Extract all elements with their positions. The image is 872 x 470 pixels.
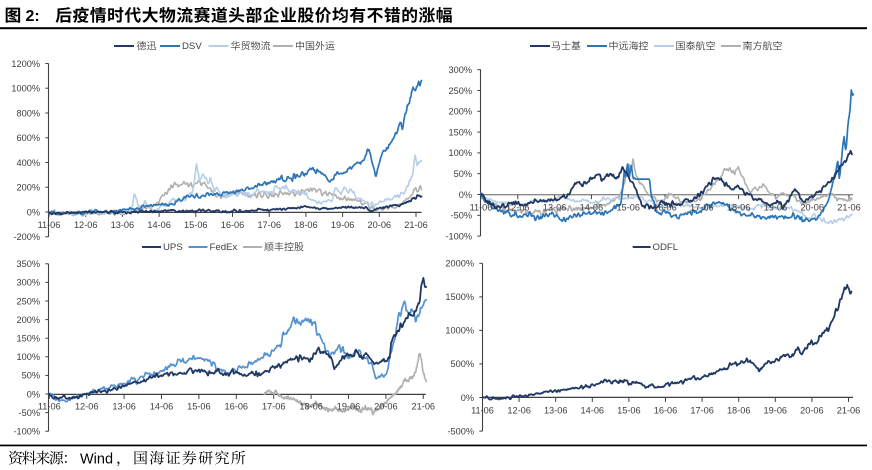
svg-text:150%: 150% bbox=[17, 334, 41, 344]
svg-text:0%: 0% bbox=[461, 393, 474, 403]
svg-text:15-06: 15-06 bbox=[184, 220, 208, 230]
svg-text:1000%: 1000% bbox=[445, 326, 474, 336]
svg-text:-500%: -500% bbox=[447, 426, 474, 436]
svg-text:300%: 300% bbox=[449, 65, 473, 75]
svg-text:0%: 0% bbox=[27, 389, 40, 399]
svg-text:UPS: UPS bbox=[163, 242, 183, 253]
svg-text:20-06: 20-06 bbox=[800, 202, 824, 212]
svg-text:21-06: 21-06 bbox=[412, 402, 436, 412]
svg-text:350%: 350% bbox=[17, 259, 41, 269]
svg-text:2000%: 2000% bbox=[445, 259, 474, 269]
svg-text:100%: 100% bbox=[17, 352, 41, 362]
svg-text:300%: 300% bbox=[17, 278, 41, 288]
svg-text:14-06: 14-06 bbox=[581, 406, 605, 416]
svg-text:18-06: 18-06 bbox=[727, 406, 751, 416]
svg-text:18-06: 18-06 bbox=[299, 402, 323, 412]
svg-text:600%: 600% bbox=[17, 133, 41, 143]
svg-text:16-06: 16-06 bbox=[221, 220, 245, 230]
svg-text:-200%: -200% bbox=[13, 232, 40, 242]
svg-text:1500%: 1500% bbox=[445, 292, 474, 302]
svg-text:19-06: 19-06 bbox=[764, 406, 788, 416]
svg-text:-50%: -50% bbox=[19, 408, 40, 418]
svg-text:11-06: 11-06 bbox=[38, 220, 61, 230]
svg-text:19-06: 19-06 bbox=[764, 202, 788, 212]
svg-text:17-06: 17-06 bbox=[690, 406, 714, 416]
svg-text:11-06: 11-06 bbox=[471, 406, 494, 416]
svg-text:20-06: 20-06 bbox=[374, 402, 398, 412]
svg-text:19-06: 19-06 bbox=[331, 220, 355, 230]
svg-text:17-06: 17-06 bbox=[257, 220, 281, 230]
svg-text:11-06: 11-06 bbox=[38, 402, 61, 412]
svg-text:19-06: 19-06 bbox=[337, 402, 361, 412]
svg-text:150%: 150% bbox=[449, 127, 473, 137]
svg-text:13-06: 13-06 bbox=[543, 202, 567, 212]
svg-text:100%: 100% bbox=[449, 148, 473, 158]
svg-text:13-06: 13-06 bbox=[112, 402, 136, 412]
svg-text:0%: 0% bbox=[459, 190, 472, 200]
svg-text:500%: 500% bbox=[451, 359, 475, 369]
svg-text:14-06: 14-06 bbox=[150, 402, 174, 412]
svg-text:14-06: 14-06 bbox=[580, 202, 604, 212]
svg-text:50%: 50% bbox=[454, 169, 472, 179]
svg-text:20-06: 20-06 bbox=[800, 406, 824, 416]
svg-text:21-06: 21-06 bbox=[837, 406, 861, 416]
svg-text:16-06: 16-06 bbox=[225, 402, 249, 412]
svg-text:15-06: 15-06 bbox=[617, 406, 641, 416]
svg-text:200%: 200% bbox=[17, 315, 41, 325]
svg-text:250%: 250% bbox=[449, 86, 473, 96]
svg-text:200%: 200% bbox=[449, 107, 473, 117]
svg-text:13-06: 13-06 bbox=[544, 406, 568, 416]
svg-text:16-06: 16-06 bbox=[654, 406, 678, 416]
svg-text:17-06: 17-06 bbox=[262, 402, 286, 412]
svg-text:18-06: 18-06 bbox=[294, 220, 318, 230]
svg-text:250%: 250% bbox=[17, 296, 41, 306]
svg-text:12-06: 12-06 bbox=[506, 202, 530, 212]
svg-text:14-06: 14-06 bbox=[147, 220, 171, 230]
svg-text:12-06: 12-06 bbox=[507, 406, 531, 416]
svg-text:-50%: -50% bbox=[451, 211, 472, 221]
svg-text:800%: 800% bbox=[17, 108, 41, 118]
svg-text:20-06: 20-06 bbox=[368, 220, 392, 230]
svg-text:ODFL: ODFL bbox=[653, 242, 679, 253]
svg-text:2:: 2: bbox=[26, 8, 40, 25]
svg-text:-100%: -100% bbox=[445, 231, 472, 241]
svg-text:0%: 0% bbox=[27, 207, 40, 217]
svg-text:200%: 200% bbox=[17, 183, 41, 193]
svg-text:15-06: 15-06 bbox=[616, 202, 640, 212]
svg-text:12-06: 12-06 bbox=[74, 220, 98, 230]
svg-text:18-06: 18-06 bbox=[727, 202, 751, 212]
svg-text:12-06: 12-06 bbox=[75, 402, 99, 412]
svg-text:1200%: 1200% bbox=[11, 59, 40, 69]
svg-text:Wind: Wind bbox=[80, 451, 113, 467]
svg-text:-100%: -100% bbox=[13, 427, 40, 437]
svg-text:11-06: 11-06 bbox=[470, 202, 493, 212]
svg-text:1000%: 1000% bbox=[11, 84, 40, 94]
svg-text:15-06: 15-06 bbox=[187, 402, 211, 412]
svg-text:DSV: DSV bbox=[182, 41, 202, 52]
svg-text:21-06: 21-06 bbox=[837, 202, 861, 212]
svg-text:16-06: 16-06 bbox=[653, 202, 677, 212]
svg-text:50%: 50% bbox=[22, 371, 40, 381]
svg-text:17-06: 17-06 bbox=[690, 202, 714, 212]
svg-text:13-06: 13-06 bbox=[111, 220, 135, 230]
svg-text:FedEx: FedEx bbox=[210, 242, 238, 253]
svg-text:21-06: 21-06 bbox=[404, 220, 428, 230]
svg-text:400%: 400% bbox=[17, 158, 41, 168]
